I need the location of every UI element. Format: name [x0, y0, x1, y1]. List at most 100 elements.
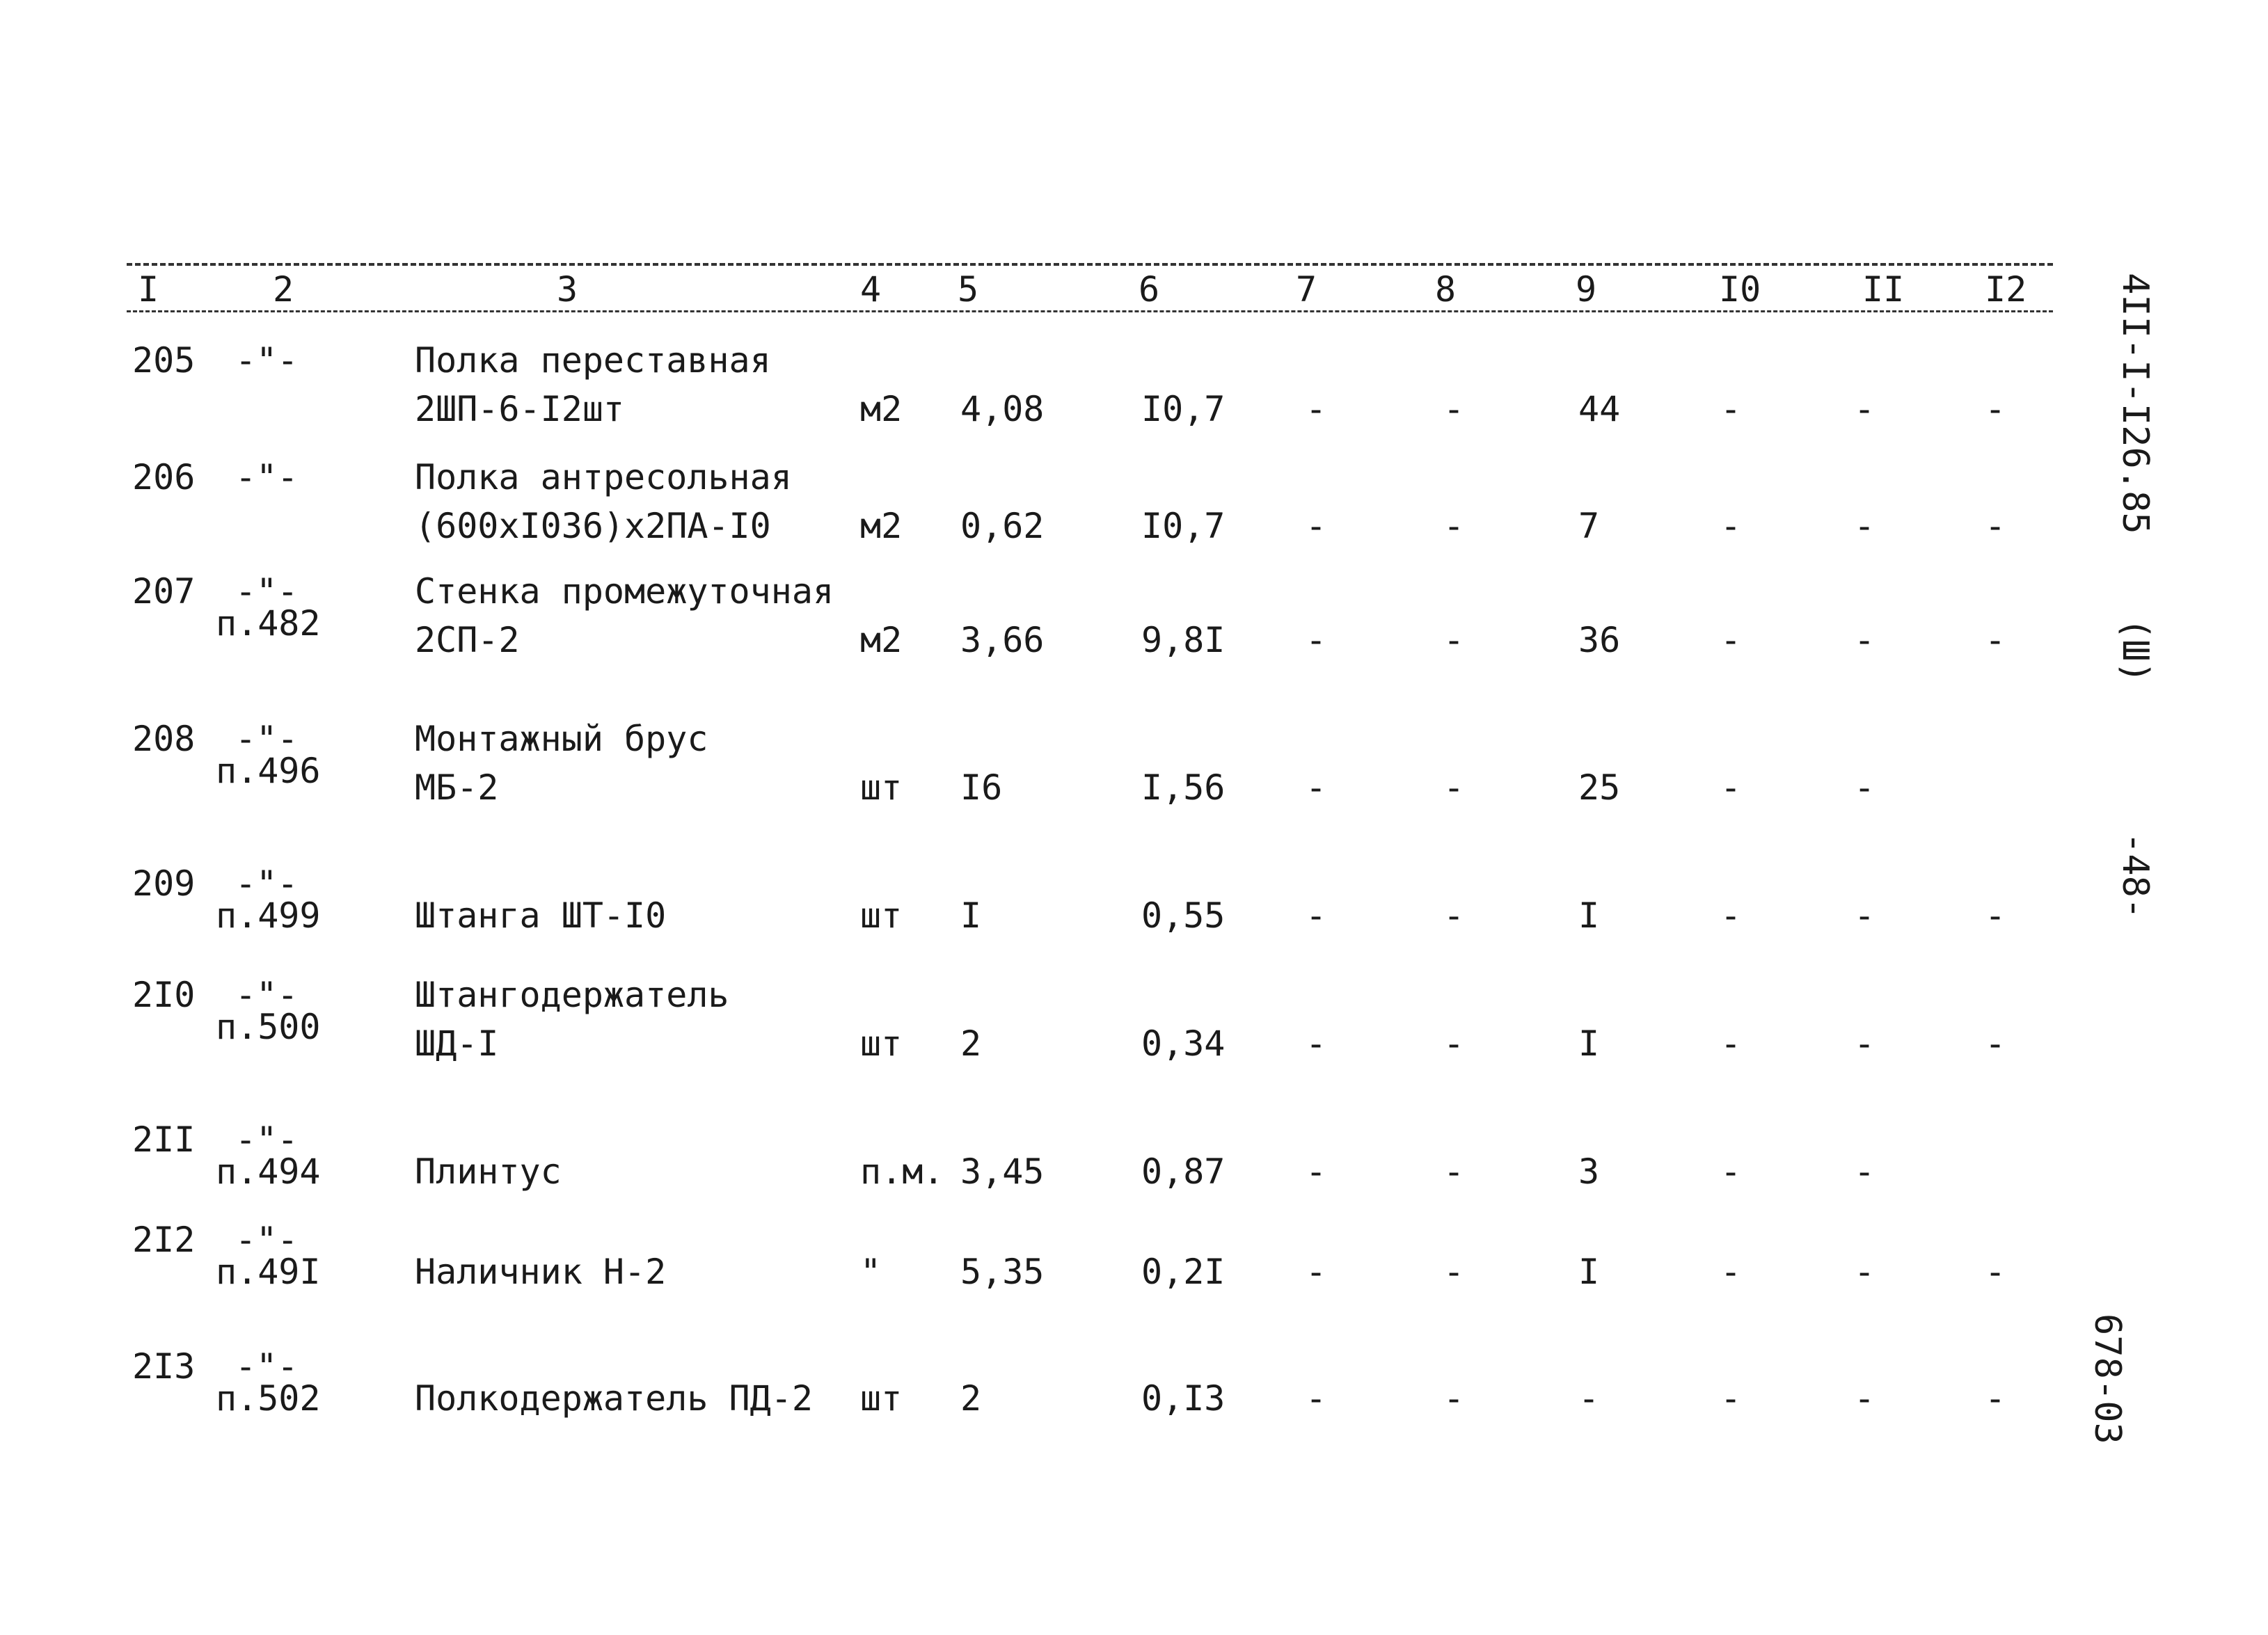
- row-number: 2I2: [132, 1220, 196, 1260]
- col5-value: 2: [960, 1378, 982, 1419]
- col11-value: -: [1854, 767, 1876, 808]
- row-number: 2I0: [132, 975, 196, 1015]
- col10-value: -: [1720, 1151, 1742, 1192]
- col10-value: -: [1720, 389, 1742, 429]
- col10-value: -: [1720, 506, 1742, 546]
- col11-value: -: [1854, 1252, 1876, 1292]
- col8-value: -: [1443, 506, 1465, 546]
- col7-value: -: [1306, 1023, 1327, 1064]
- col6-value: 0,I3: [1141, 1378, 1226, 1419]
- col12-value: -: [1985, 1252, 2006, 1292]
- col6-value: I0,7: [1141, 506, 1226, 546]
- col11-value: -: [1854, 1378, 1876, 1419]
- col6-value: 9,8I: [1141, 620, 1226, 660]
- series-mark: (Ш): [2114, 618, 2156, 683]
- col8-value: -: [1443, 389, 1465, 429]
- column-header-2: 2: [273, 269, 294, 310]
- col5-value: 4,08: [960, 389, 1045, 429]
- col9-value: -: [1578, 1378, 1600, 1419]
- col7-value: -: [1306, 620, 1327, 660]
- unit: шт: [860, 767, 903, 808]
- unit: п.м.: [860, 1151, 944, 1192]
- item-name: Стенка промежуточная: [415, 571, 834, 612]
- unit: м2: [860, 620, 903, 660]
- col8-value: -: [1443, 1378, 1465, 1419]
- item-designation: Полкодержатель ПД-2: [415, 1378, 813, 1419]
- col10-value: -: [1720, 1023, 1742, 1064]
- row-number: 208: [132, 719, 196, 759]
- col7-value: -: [1306, 1378, 1327, 1419]
- column-header-11: II: [1862, 269, 1905, 310]
- col8-value: -: [1443, 1023, 1465, 1064]
- item-designation: ШД-I: [415, 1023, 499, 1064]
- row-number: 2I3: [132, 1346, 196, 1387]
- col7-value: -: [1306, 767, 1327, 808]
- col9-value: 25: [1578, 767, 1621, 808]
- reference-item: п.494: [216, 1151, 321, 1192]
- col11-value: -: [1854, 1151, 1876, 1192]
- header-bottom-rule: [127, 310, 2053, 312]
- col7-value: -: [1306, 506, 1327, 546]
- reference-ditto: -"-: [235, 975, 299, 1015]
- col7-value: -: [1306, 1252, 1327, 1292]
- column-header-1: I: [138, 269, 159, 310]
- col12-value: -: [1985, 620, 2006, 660]
- reference-item: п.502: [216, 1378, 321, 1419]
- col5-value: 3,66: [960, 620, 1045, 660]
- item-designation: Плинтус: [415, 1151, 562, 1192]
- column-header-10: I0: [1719, 269, 1761, 310]
- item-designation: Штанга ШТ-I0: [415, 895, 667, 936]
- col9-value: 36: [1578, 620, 1621, 660]
- unit: м2: [860, 389, 903, 429]
- col5-value: 5,35: [960, 1252, 1045, 1292]
- reference-ditto: -"-: [235, 457, 299, 497]
- col9-value: 44: [1578, 389, 1621, 429]
- col8-value: -: [1443, 1151, 1465, 1192]
- reference-item: п.496: [216, 751, 321, 791]
- col6-value: 0,34: [1141, 1023, 1226, 1064]
- item-designation: 2ШП-6-I2шт: [415, 389, 625, 429]
- col7-value: -: [1306, 895, 1327, 936]
- page-number: -48-: [2114, 832, 2156, 920]
- reference-ditto: -"-: [235, 1346, 299, 1387]
- item-name: Штангодержатель: [415, 975, 729, 1015]
- row-number: 209: [132, 863, 196, 904]
- item-designation: 2СП-2: [415, 620, 520, 660]
- col8-value: -: [1443, 895, 1465, 936]
- column-header-4: 4: [860, 269, 882, 310]
- col10-value: -: [1720, 1378, 1742, 1419]
- reference-item: п.499: [216, 895, 321, 936]
- col9-value: I: [1578, 1023, 1600, 1064]
- col9-value: I: [1578, 895, 1600, 936]
- reference-ditto: -"-: [235, 571, 299, 612]
- album-number: 678-03: [2086, 1314, 2128, 1444]
- item-designation: МБ-2: [415, 767, 499, 808]
- item-name: Полка антресольная: [415, 457, 792, 497]
- column-header-8: 8: [1435, 269, 1457, 310]
- col10-value: -: [1720, 767, 1742, 808]
- col6-value: 0,87: [1141, 1151, 1226, 1192]
- column-header-3: 3: [557, 269, 578, 310]
- item-name: Монтажный брус: [415, 719, 708, 759]
- col6-value: I0,7: [1141, 389, 1226, 429]
- unit: шт: [860, 895, 903, 936]
- column-header-12: I2: [1985, 269, 2027, 310]
- col7-value: -: [1306, 1151, 1327, 1192]
- row-number: 206: [132, 457, 196, 497]
- row-number: 205: [132, 340, 196, 381]
- reference-ditto: -"-: [235, 1119, 299, 1160]
- col10-value: -: [1720, 1252, 1742, 1292]
- column-header-7: 7: [1296, 269, 1317, 310]
- col11-value: -: [1854, 620, 1876, 660]
- document-code: 4II-I-I26.85: [2114, 273, 2156, 534]
- col8-value: -: [1443, 767, 1465, 808]
- col5-value: I: [960, 895, 982, 936]
- column-header-5: 5: [958, 269, 979, 310]
- table-top-rule: [127, 263, 2053, 266]
- col9-value: I: [1578, 1252, 1600, 1292]
- reference-item: п.49I: [216, 1252, 321, 1292]
- col5-value: 3,45: [960, 1151, 1045, 1192]
- col10-value: -: [1720, 620, 1742, 660]
- col11-value: -: [1854, 895, 1876, 936]
